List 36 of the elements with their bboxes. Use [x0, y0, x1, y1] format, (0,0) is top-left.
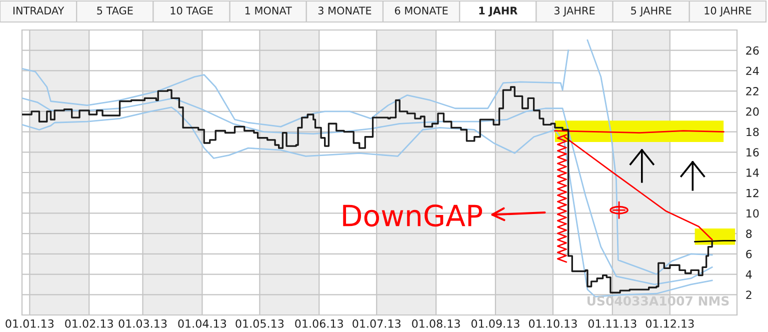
x-tick-label: 01.03.13 — [118, 319, 167, 328]
y-tick-label: 6 — [746, 250, 752, 258]
y-tick-label: 24 — [746, 66, 759, 75]
text: 1 MONAT — [245, 6, 292, 15]
y-tick-label: 22 — [746, 87, 758, 96]
y-tick-label: 2 — [746, 290, 752, 299]
x-tick-label: 01.04.13 — [178, 319, 226, 328]
text: 10 JAHRE — [704, 6, 752, 16]
text: 1 JAHR — [479, 6, 518, 16]
text: 3 MONATE — [318, 6, 372, 15]
text: INTRADAY — [13, 6, 64, 14]
x-tick-label: 01.10.13 — [528, 319, 577, 328]
text: 6 MONATE — [394, 6, 448, 15]
text: 5 JAHRE — [631, 6, 672, 16]
y-tick-label: 10 — [746, 209, 759, 218]
x-tick-label: 01.11.13 — [588, 319, 636, 328]
y-tick-label: 14 — [746, 168, 759, 177]
y-tick-label: 4 — [746, 270, 752, 279]
y-tick-label: 26 — [746, 46, 759, 55]
x-tick-label: 01.05.13 — [236, 319, 284, 328]
text: 10 TAGE — [170, 6, 213, 15]
y-tick-label: 20 — [746, 107, 759, 116]
x-tick-label: 01.08.13 — [412, 319, 460, 328]
x-tick-label: 01.06.13 — [295, 319, 343, 328]
y-tick-label: 8 — [746, 230, 752, 238]
text: 5 TAGE — [97, 6, 133, 15]
y-tick-label: 16 — [746, 148, 759, 157]
x-tick-label: 01.01.13 — [6, 319, 54, 328]
y-tick-label: 18 — [746, 128, 759, 136]
x-tick-label: 01.07.13 — [352, 319, 400, 328]
x-tick-label: 01.02.13 — [65, 319, 113, 328]
text: 3 JAHRE — [554, 6, 595, 16]
x-tick-label: 01.12.13 — [646, 319, 694, 328]
y-tick-label: 12 — [746, 188, 758, 198]
annotation: DownGAP — [343, 204, 482, 227]
x-tick-label: 01.09.13 — [471, 319, 520, 328]
